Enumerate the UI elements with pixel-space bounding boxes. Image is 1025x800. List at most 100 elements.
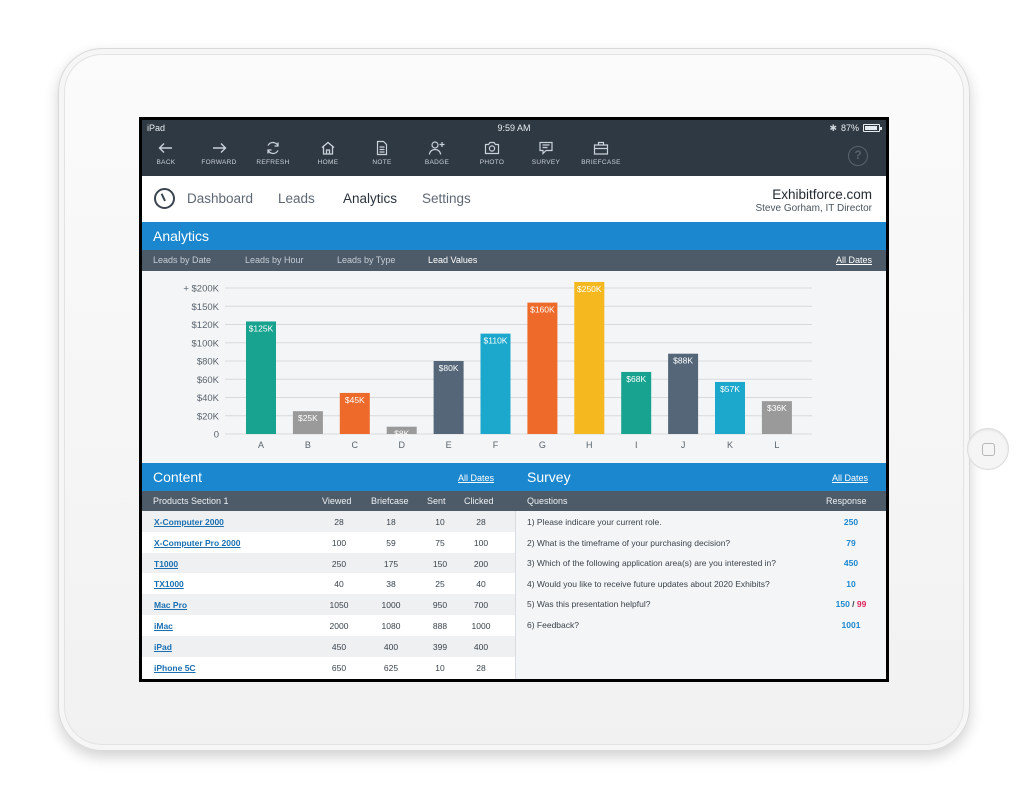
battery-icon — [863, 124, 882, 132]
refresh-button[interactable]: REFRESH — [248, 138, 298, 166]
bar — [292, 411, 323, 434]
tab-leads-by-date[interactable]: Leads by Date — [153, 255, 212, 265]
dashboard-gauge-icon[interactable] — [154, 188, 175, 209]
home-nav-button[interactable]: HOME — [303, 138, 353, 166]
tab-lead-values[interactable]: Lead Values — [428, 255, 478, 265]
x-tick-label: G — [539, 440, 546, 450]
back-button[interactable]: BACK — [142, 138, 191, 166]
y-tick-label: $100K — [192, 338, 220, 349]
x-tick-label: K — [727, 440, 733, 450]
column-divider — [515, 511, 516, 679]
brand-block: Exhibitforce.com Steve Gorham, IT Direct… — [755, 187, 872, 214]
survey-question: 2) What is the timeframe of your purchas… — [527, 537, 731, 548]
bar — [433, 361, 464, 434]
nav-analytics[interactable]: Analytics — [343, 191, 398, 206]
bar-data-label: $110K — [484, 336, 508, 346]
survey-row[interactable]: 5) Was this presentation helpful? 150 / … — [516, 593, 886, 613]
product-link[interactable]: iPad — [154, 641, 172, 652]
bar-chart: 0 $20K $40K $60K $80K $100K $120K $150K + $200K $… — [183, 282, 812, 450]
col-response: Response — [826, 496, 867, 506]
clicked-cell: 40 — [476, 579, 486, 590]
y-tick-label: $20K — [197, 411, 220, 422]
product-link[interactable]: TX1000 — [154, 579, 184, 590]
product-link[interactable]: iPhone 5C — [154, 662, 196, 673]
bar-data-label: $36K — [767, 403, 787, 413]
bar — [386, 426, 417, 434]
content-column-header: Products Section 1 Viewed Briefcase Sent… — [142, 491, 515, 511]
product-link[interactable]: X-Computer 2000 — [154, 517, 224, 527]
product-link[interactable]: X-Computer Pro 2000 — [154, 537, 241, 548]
briefcase-cell: 59 — [386, 537, 396, 548]
brand-name: Exhibitforce.com — [772, 187, 872, 202]
badge-button[interactable]: BADGE — [412, 138, 462, 166]
table-row: T1000 250 175 150 200 — [142, 552, 515, 574]
bar-data-label: $57K — [720, 384, 740, 394]
y-tick-label: $40K — [197, 393, 220, 404]
bluetooth-icon: ✱ — [829, 123, 837, 133]
app-nav: Dashboard Leads Analytics Settings Exhib… — [142, 176, 886, 222]
y-tick-label: $120K — [192, 320, 220, 331]
product-link[interactable]: T1000 — [154, 558, 179, 569]
analytics-header: Analytics — [142, 222, 886, 250]
clicked-cell: 400 — [473, 641, 489, 652]
bar-data-label: $25K — [298, 413, 318, 423]
survey-row[interactable]: 4) Would you like to receive future upda… — [516, 573, 886, 593]
screen: iPad 9:59 AM ✱ 87% BACK FORWARD REFRESH — [139, 117, 889, 682]
table-row: Mac Pro 1050 1000 950 700 — [142, 594, 515, 615]
bar — [668, 353, 699, 434]
survey-row[interactable]: 2) What is the timeframe of your purchas… — [516, 532, 886, 552]
photo-button[interactable]: PHOTO — [467, 138, 517, 166]
analytics-all-dates-link[interactable]: All Dates — [835, 255, 872, 265]
nav-dashboard[interactable]: Dashboard — [187, 191, 254, 206]
survey-all-dates-link[interactable]: All Dates — [832, 473, 869, 483]
bar-data-label: $8K — [394, 429, 409, 439]
clicked-cell: 200 — [473, 558, 489, 569]
survey-row[interactable]: 6) Feedback? 1001 — [516, 614, 886, 634]
survey-row[interactable]: 1) Please indicare your current role. 25… — [516, 511, 886, 531]
nav-leads[interactable]: Leads — [278, 191, 315, 206]
x-tick-label: I — [635, 440, 638, 450]
clicked-cell: 700 — [473, 600, 489, 611]
content-title: Content — [153, 469, 203, 485]
clicked-cell: 28 — [476, 662, 486, 673]
help-icon[interactable]: ? — [848, 146, 868, 166]
viewed-cell: 450 — [331, 641, 347, 652]
response-separator: / — [849, 599, 857, 609]
survey-response: 1001 — [806, 620, 886, 630]
bar-data-label: $88K — [673, 356, 693, 366]
user-info: Steve Gorham, IT Director — [755, 203, 872, 214]
table-row: iPhone 5C 650 625 10 28 — [142, 656, 515, 678]
survey-button[interactable]: SURVEY — [521, 138, 571, 166]
x-tick-label: E — [446, 440, 452, 450]
survey-row[interactable]: 3) Which of the following application ar… — [516, 552, 886, 572]
note-label: NOTE — [372, 159, 392, 166]
briefcase-button[interactable]: BRIEFCASE — [576, 138, 626, 166]
forward-button[interactable]: FORWARD — [194, 138, 244, 166]
sent-cell: 888 — [432, 620, 448, 631]
nav-settings[interactable]: Settings — [422, 191, 471, 206]
bar-data-label: $125K — [249, 323, 274, 333]
x-tick-label: B — [305, 440, 311, 450]
table-row: iPad 450 400 399 400 — [142, 635, 515, 657]
product-link[interactable]: Mac Pro — [154, 600, 188, 611]
survey-response: 79 — [806, 538, 886, 548]
bar-data-label: $160K — [530, 305, 555, 315]
note-button[interactable]: NOTE — [357, 138, 407, 166]
tab-leads-by-type[interactable]: Leads by Type — [337, 255, 396, 265]
content-all-dates-link[interactable]: All Dates — [458, 473, 495, 483]
home-icon — [321, 141, 335, 155]
survey-question: 3) Which of the following application ar… — [527, 558, 776, 568]
tab-leads-by-hour[interactable]: Leads by Hour — [245, 255, 304, 265]
bar — [574, 282, 605, 434]
sent-cell: 150 — [432, 558, 448, 569]
forward-label: FORWARD — [201, 159, 237, 166]
clicked-cell: 1000 — [471, 620, 491, 631]
back-label: BACK — [156, 159, 176, 166]
home-label: HOME — [317, 159, 339, 166]
home-button[interactable] — [967, 428, 1009, 470]
x-tick-label: H — [586, 440, 593, 450]
x-tick-label: F — [493, 440, 499, 450]
col-sent: Sent — [427, 496, 446, 506]
product-link[interactable]: iMac — [154, 620, 173, 631]
x-tick-label: A — [258, 440, 264, 450]
